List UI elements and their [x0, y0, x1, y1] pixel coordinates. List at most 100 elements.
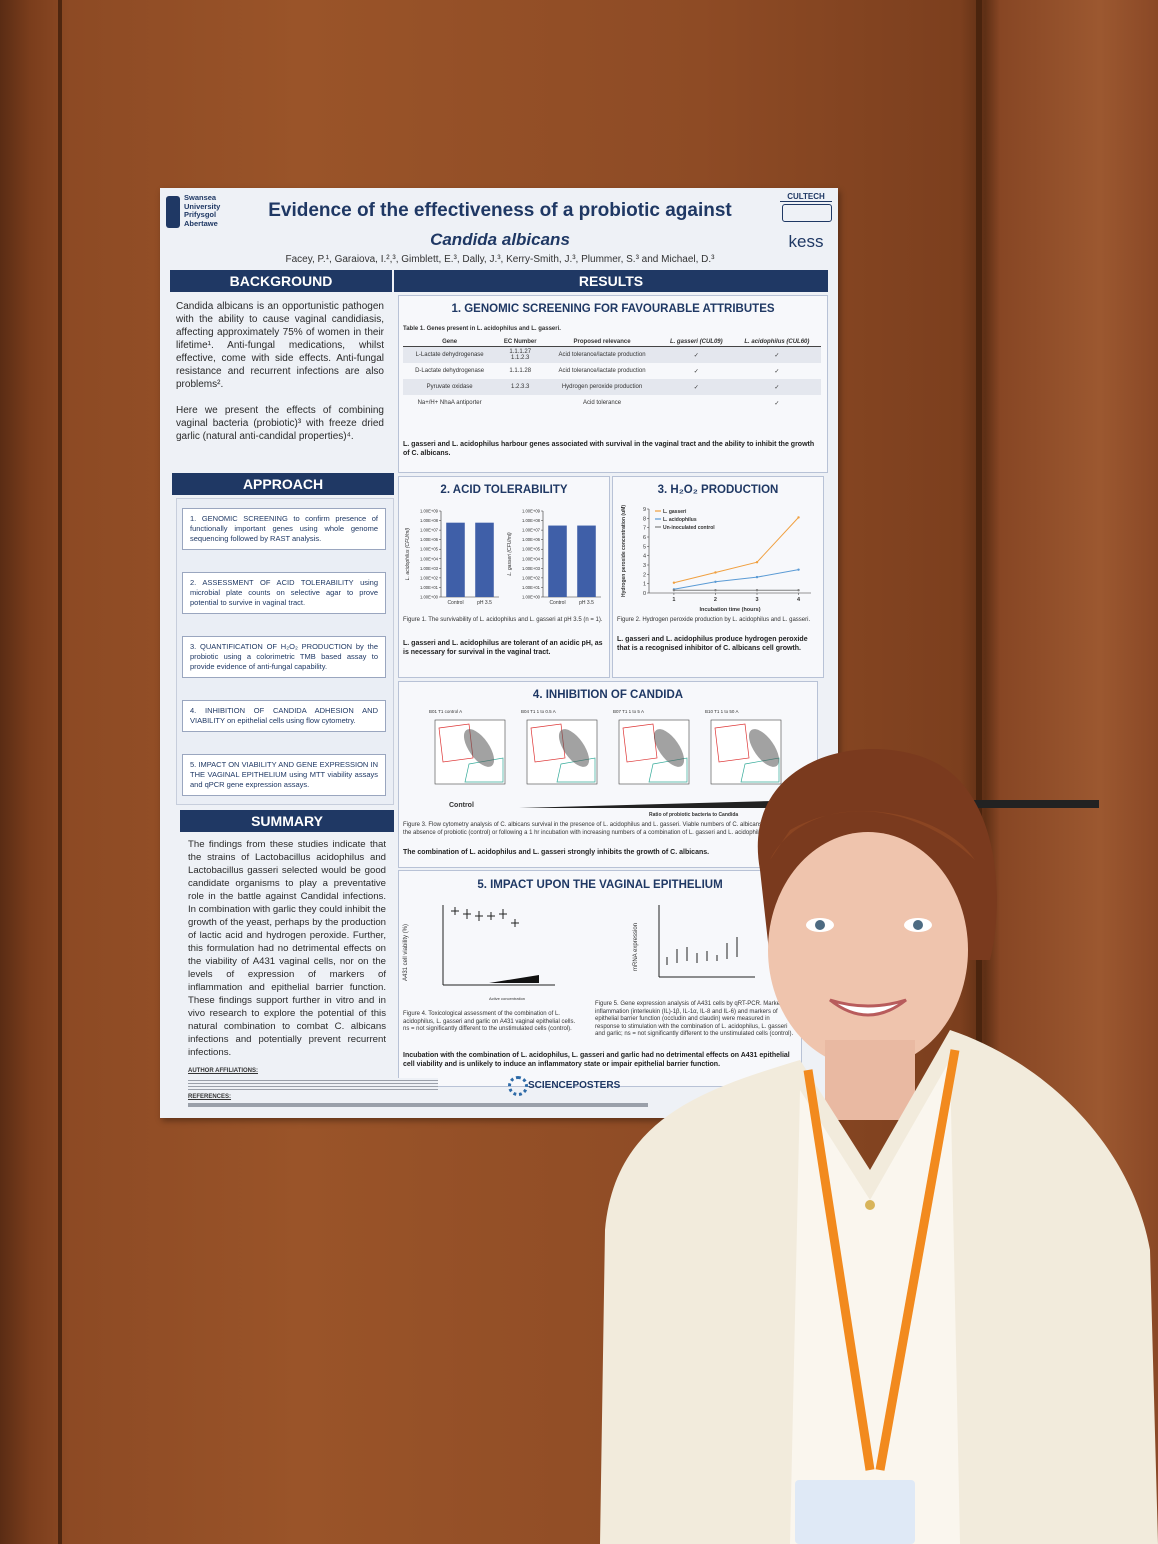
- iris: [913, 920, 923, 930]
- epithelium-panel: 5. IMPACT UPON THE VAGINAL EPITHELIUM A4…: [398, 870, 802, 1087]
- density: [558, 729, 590, 767]
- acid-panel: 2. ACID TOLERABILITY 1.00E+00 1.00E+01 1.0…: [398, 476, 610, 678]
- table-cell: Pyruvate oxidase: [403, 379, 497, 395]
- table-cell: ✓: [732, 379, 821, 395]
- section-title: 3. H₂O₂ PRODUCTION: [657, 484, 779, 496]
- axis-label: L. acidophilus (CFU/ml): [405, 528, 411, 581]
- flow-panel: B07 T1 1 to 5 A: [613, 708, 697, 796]
- door-frame: [976, 0, 982, 1544]
- logo-text: Prifysgol: [184, 210, 217, 219]
- y-tick-label: 4: [643, 554, 646, 560]
- bar: [475, 522, 494, 597]
- smile: [829, 998, 907, 1017]
- density: [653, 729, 685, 767]
- table-cell: Hydrogen peroxide production: [544, 379, 660, 395]
- table-cell: 1.1.1.28: [509, 368, 532, 374]
- gate: [530, 723, 566, 763]
- lanyard: [803, 1069, 875, 1471]
- section-conclusion: L. gasseri and L. acidophilus are tolera…: [403, 640, 603, 656]
- y-tick-label: 1.00E+02: [420, 575, 439, 580]
- figure-caption: Figure 4. Toxicological assessment of th…: [403, 1011, 576, 1032]
- section-conclusion: The combination of L. acidophilus and L.…: [403, 849, 710, 856]
- dna-logo: [782, 204, 832, 222]
- chart: 1.00E+00 1.00E+01 1.00E+02 1.00E+03 1.00E+04…: [507, 509, 601, 606]
- y-tick-label: 8: [643, 516, 646, 522]
- column-header: L. acidophilus (CUL60): [732, 338, 821, 347]
- table-cell: Acid tolerance/lactate production: [558, 368, 646, 374]
- table-header: Gene EC Number Proposed relevance L. gasser…: [403, 338, 821, 347]
- column-header: L. gasseri (CUL09): [659, 338, 733, 347]
- axis-label: Active concentration: [489, 996, 526, 1001]
- scatter-plot: [710, 719, 782, 785]
- panel-title: B07 T1 1 to 5 A: [613, 709, 644, 714]
- panel-title: B04 T1 1 to 0.5 A: [521, 709, 556, 714]
- viability-figure: [442, 905, 555, 986]
- point: [714, 580, 717, 583]
- y-tick-label: 9: [643, 507, 646, 513]
- y-tick-label: 7: [643, 526, 646, 532]
- axis-label: L. gasseri (CFU/ml): [507, 532, 513, 576]
- table-cell: ✓: [774, 368, 780, 375]
- y-tick-label: 1.00E+02: [522, 575, 541, 580]
- axis-label: Hydrogen peroxide concentration (uM): [621, 505, 627, 597]
- axis-label: Incubation time (hours): [699, 607, 760, 613]
- poster-subtitle: Candida albicans: [430, 230, 570, 249]
- panel-title: B10 T1 1 to 50 A: [705, 709, 739, 714]
- point: [714, 571, 717, 574]
- section-title: 1. GENOMIC SCREENING FOR FAVOURABLE ATTR…: [451, 303, 775, 315]
- y-tick-label: 1: [643, 582, 646, 588]
- expression-figure: [658, 905, 755, 978]
- y-tick-label: 1.00E+00: [420, 595, 439, 600]
- table-cell: D-Lactate dehydrogenase: [415, 368, 485, 374]
- table-row: Pyruvate oxidase 1.2.3.3 Hydrogen peroxide…: [403, 379, 821, 395]
- x-tick-label: pH 3.5: [477, 600, 492, 606]
- y-tick-label: 6: [643, 535, 646, 541]
- affiliation-lines: [188, 1078, 438, 1092]
- point: [797, 568, 800, 571]
- shirt: [790, 1060, 960, 1544]
- face: [768, 832, 968, 1068]
- table-cell: Acid tolerance: [583, 400, 622, 406]
- chart: 0 1 2 3 4 5 6 7 8 9 1 2 3 4 L. gasseri L. acidophilus Un…: [621, 505, 811, 613]
- y-tick-label: 1.00E+03: [522, 566, 541, 571]
- y-tick-label: 1.00E+05: [522, 547, 541, 552]
- gate: [438, 723, 474, 763]
- section-conclusion: L. gasseri and L. acidophilus produce hy…: [617, 636, 808, 652]
- point: [755, 589, 759, 592]
- table-cell: ✓: [659, 346, 733, 363]
- dot-plot: [666, 937, 738, 965]
- name-badge: [795, 1480, 915, 1544]
- sponsor-icon: [508, 1076, 528, 1096]
- table-cell: ✓: [732, 346, 821, 363]
- y-tick-label: 1.00E+00: [522, 595, 541, 600]
- y-tick-label: 1.00E+04: [420, 556, 439, 561]
- table-cell: ✓: [774, 400, 780, 407]
- figure-caption: Figure 3. Flow cytometry analysis of C. …: [403, 822, 812, 836]
- y-tick-label: 1.00E+08: [522, 518, 541, 523]
- paragraph: Here we present the effects of combining…: [176, 405, 384, 442]
- point: [672, 581, 676, 584]
- flow-panel: B10 T1 1 to 50 A: [705, 708, 789, 796]
- footer-heading: AUTHOR AFFILIATIONS:: [188, 1068, 258, 1074]
- section-heading: APPROACH: [172, 473, 394, 495]
- table-cell: ✓: [693, 368, 699, 375]
- density: [748, 729, 780, 767]
- y-tick-label: 1.00E+09: [522, 509, 541, 514]
- section-heading: BACKGROUND: [170, 270, 392, 292]
- paragraph: Candida albicans is an opportunistic pat…: [176, 301, 384, 390]
- sponsor-logo: CULTECH: [780, 192, 832, 202]
- table-row: D-Lactate dehydrogenase 1.1.1.28 Acid tole…: [403, 363, 821, 379]
- sponsor-logo: kess: [788, 232, 824, 251]
- table-row: Na+/H+ NhaA antiporter Acid tolerance ✓: [403, 395, 821, 411]
- approach-steps: 1. GENOMIC SCREENING to confirm presence…: [182, 508, 386, 796]
- y-tick-label: 1.00E+08: [420, 518, 439, 523]
- panel-label: Control: [449, 802, 474, 809]
- y-tick-label: 1.00E+05: [420, 547, 439, 552]
- figure-caption: Figure 2. Hydrogen peroxide production b…: [617, 617, 811, 623]
- column-header: Gene: [403, 338, 497, 347]
- panel-title: B01 T1 control A: [429, 709, 463, 714]
- flow-panel: B01 T1 control A: [429, 708, 513, 796]
- y-tick-label: 0: [643, 591, 646, 597]
- section-title: 2. ACID TOLERABILITY: [440, 484, 568, 496]
